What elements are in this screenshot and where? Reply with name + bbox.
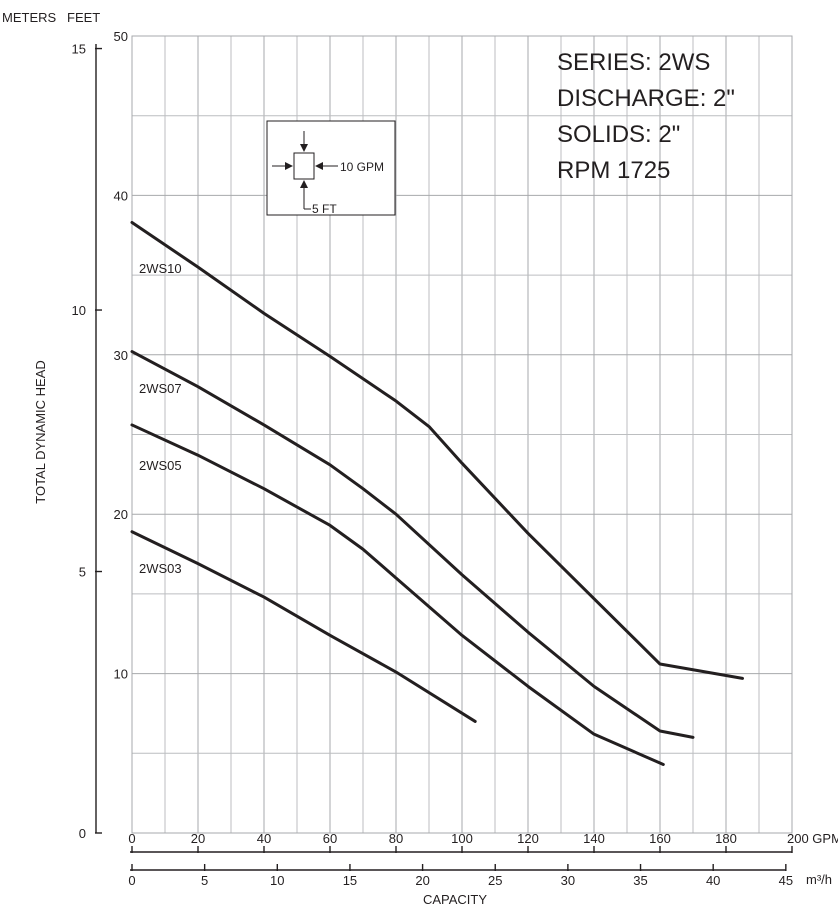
meters-tick-label: 5 — [79, 565, 86, 580]
curve-2ws05 — [130, 423, 665, 766]
gpm-tick-label: 40 — [257, 831, 271, 846]
gpm-tick-label: 0 — [128, 831, 135, 846]
meters-tick-label: 0 — [79, 826, 86, 841]
gpm-tick-label: 100 — [451, 831, 473, 846]
plot-frame — [131, 35, 793, 834]
m3h-tick-label: 10 — [270, 873, 284, 888]
gpm-tick-label: 20 — [191, 831, 205, 846]
rpm-spec: RPM 1725 — [557, 157, 670, 184]
curve-2ws10 — [130, 220, 744, 680]
gpm-tick-label: 180 — [715, 831, 737, 846]
feet-tick-label: 30 — [114, 348, 128, 363]
curve-2ws07 — [130, 350, 695, 739]
solids-spec: SOLIDS: 2" — [557, 121, 680, 148]
gpm-tick-label: 200 GPM — [787, 831, 838, 846]
m3h-tick-label: 30 — [561, 873, 575, 888]
feet-tick-label: 50 — [114, 29, 128, 44]
gpm-tick-label: 120 — [517, 831, 539, 846]
m3h-tick-label: 15 — [343, 873, 357, 888]
curve-label: 2WS05 — [139, 458, 182, 473]
gpm-tick-label: 60 — [323, 831, 337, 846]
key-ft-label: 5 FT — [312, 202, 337, 216]
key-arrowhead-bottom — [300, 180, 308, 188]
x2-axis-unit: m³/h — [806, 872, 832, 887]
meters-tick-label: 10 — [72, 303, 86, 318]
m3h-tick-label: 25 — [488, 873, 502, 888]
feet-tick-label: 10 — [114, 667, 128, 682]
gpm-tick-label: 140 — [583, 831, 605, 846]
curve-label: 2WS03 — [139, 561, 182, 576]
feet-tick-label: 40 — [114, 188, 128, 203]
m3h-tick-label: 35 — [633, 873, 647, 888]
gpm-tick-label: 160 — [649, 831, 671, 846]
x-axis-title: CAPACITY — [423, 892, 487, 907]
y-axis-title: TOTAL DYNAMIC HEAD — [33, 360, 48, 504]
gpm-tick-label: 80 — [389, 831, 403, 846]
curve-2ws03 — [130, 530, 477, 723]
key-arrowhead-top — [300, 144, 308, 152]
m3h-tick-label: 5 — [201, 873, 208, 888]
key-gpm-label: 10 GPM — [340, 160, 384, 174]
key-arrowhead-left — [285, 162, 293, 170]
key-arrowhead-right — [315, 162, 323, 170]
curve-label: 2WS10 — [139, 261, 182, 276]
m3h-tick-label: 20 — [415, 873, 429, 888]
performance-curves: 2WS10 2WS07 2WS05 2WS03 — [130, 220, 744, 766]
key-cell — [293, 152, 315, 180]
m3h-tick-label: 40 — [706, 873, 720, 888]
discharge-spec: DISCHARGE: 2" — [557, 85, 735, 112]
m3h-tick-label: 45 — [779, 873, 793, 888]
feet-axis-unit: FEET — [67, 10, 100, 25]
grid-scale-key: 10 GPM 5 FT — [266, 120, 396, 216]
pump-specs: SERIES: 2WS DISCHARGE: 2" SOLIDS: 2" RPM… — [557, 49, 735, 184]
meters-axis-unit: METERS — [2, 10, 57, 25]
m3h-tick-label: 0 — [128, 873, 135, 888]
feet-tick-label: 20 — [114, 507, 128, 522]
series-spec: SERIES: 2WS — [557, 49, 710, 76]
meters-tick-label: 15 — [72, 42, 86, 57]
curve-label: 2WS07 — [139, 381, 182, 396]
